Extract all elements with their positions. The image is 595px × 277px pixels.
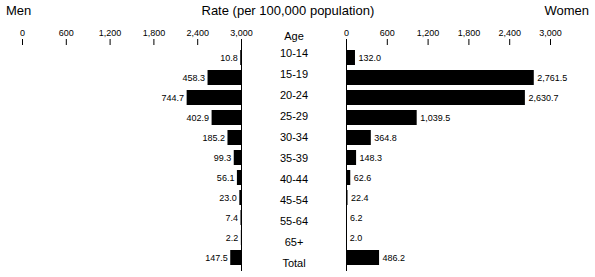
svg-text:40-44: 40-44 xyxy=(280,173,308,185)
svg-text:486.2: 486.2 xyxy=(383,253,406,263)
svg-text:6.2: 6.2 xyxy=(350,213,363,223)
svg-text:7.4: 7.4 xyxy=(225,213,238,223)
html-text:Men: Men xyxy=(6,2,32,18)
svg-text:55-64: 55-64 xyxy=(280,215,308,227)
svg-text:Total: Total xyxy=(282,257,305,269)
svg-text:132.0: 132.0 xyxy=(358,53,381,63)
svg-text:2,630.7: 2,630.7 xyxy=(528,93,558,103)
svg-text:10.8: 10.8 xyxy=(220,53,238,63)
svg-text:62.6: 62.6 xyxy=(354,173,372,183)
svg-text:147.5: 147.5 xyxy=(205,253,228,263)
svg-text:99.3: 99.3 xyxy=(214,153,232,163)
svg-text:1,800: 1,800 xyxy=(458,28,481,38)
svg-text:35-39: 35-39 xyxy=(280,152,308,164)
svg-text:22.4: 22.4 xyxy=(351,193,369,203)
svg-text:1,039.5: 1,039.5 xyxy=(420,113,450,123)
svg-text:65+: 65+ xyxy=(285,236,304,248)
svg-text:600: 600 xyxy=(380,28,395,38)
svg-text:56.1: 56.1 xyxy=(217,173,235,183)
svg-text:23.0: 23.0 xyxy=(219,193,237,203)
svg-text:30-34: 30-34 xyxy=(280,131,308,143)
svg-text:20-24: 20-24 xyxy=(280,89,308,101)
svg-text:2,400: 2,400 xyxy=(498,28,521,38)
html-text:Rate (per 100,000 population): Rate (per 100,000 population) xyxy=(201,2,375,18)
svg-text:364.8: 364.8 xyxy=(374,133,397,143)
svg-text:744.7: 744.7 xyxy=(162,93,185,103)
svg-text:3,000: 3,000 xyxy=(539,28,562,38)
svg-text:10-14: 10-14 xyxy=(280,47,308,59)
svg-text:3,000: 3,000 xyxy=(230,28,253,38)
svg-text:1,200: 1,200 xyxy=(99,28,122,38)
svg-text:600: 600 xyxy=(59,28,74,38)
svg-text:2.0: 2.0 xyxy=(350,233,363,243)
svg-text:0: 0 xyxy=(344,28,349,38)
svg-text:25-29: 25-29 xyxy=(280,110,308,122)
svg-text:458.3: 458.3 xyxy=(183,73,206,83)
svg-text:2,761.5: 2,761.5 xyxy=(537,73,567,83)
svg-text:1,200: 1,200 xyxy=(417,28,440,38)
svg-text:402.9: 402.9 xyxy=(187,113,210,123)
html-text:Women: Women xyxy=(544,2,589,18)
svg-text:1,800: 1,800 xyxy=(143,28,166,38)
svg-text:2,400: 2,400 xyxy=(186,28,209,38)
svg-text:0: 0 xyxy=(20,28,25,38)
svg-text:45-54: 45-54 xyxy=(280,194,308,206)
svg-text:Age: Age xyxy=(284,30,304,42)
svg-text:15-19: 15-19 xyxy=(280,68,308,80)
svg-text:148.3: 148.3 xyxy=(360,153,383,163)
svg-text:2.2: 2.2 xyxy=(226,233,239,243)
svg-text:185.2: 185.2 xyxy=(202,133,225,143)
